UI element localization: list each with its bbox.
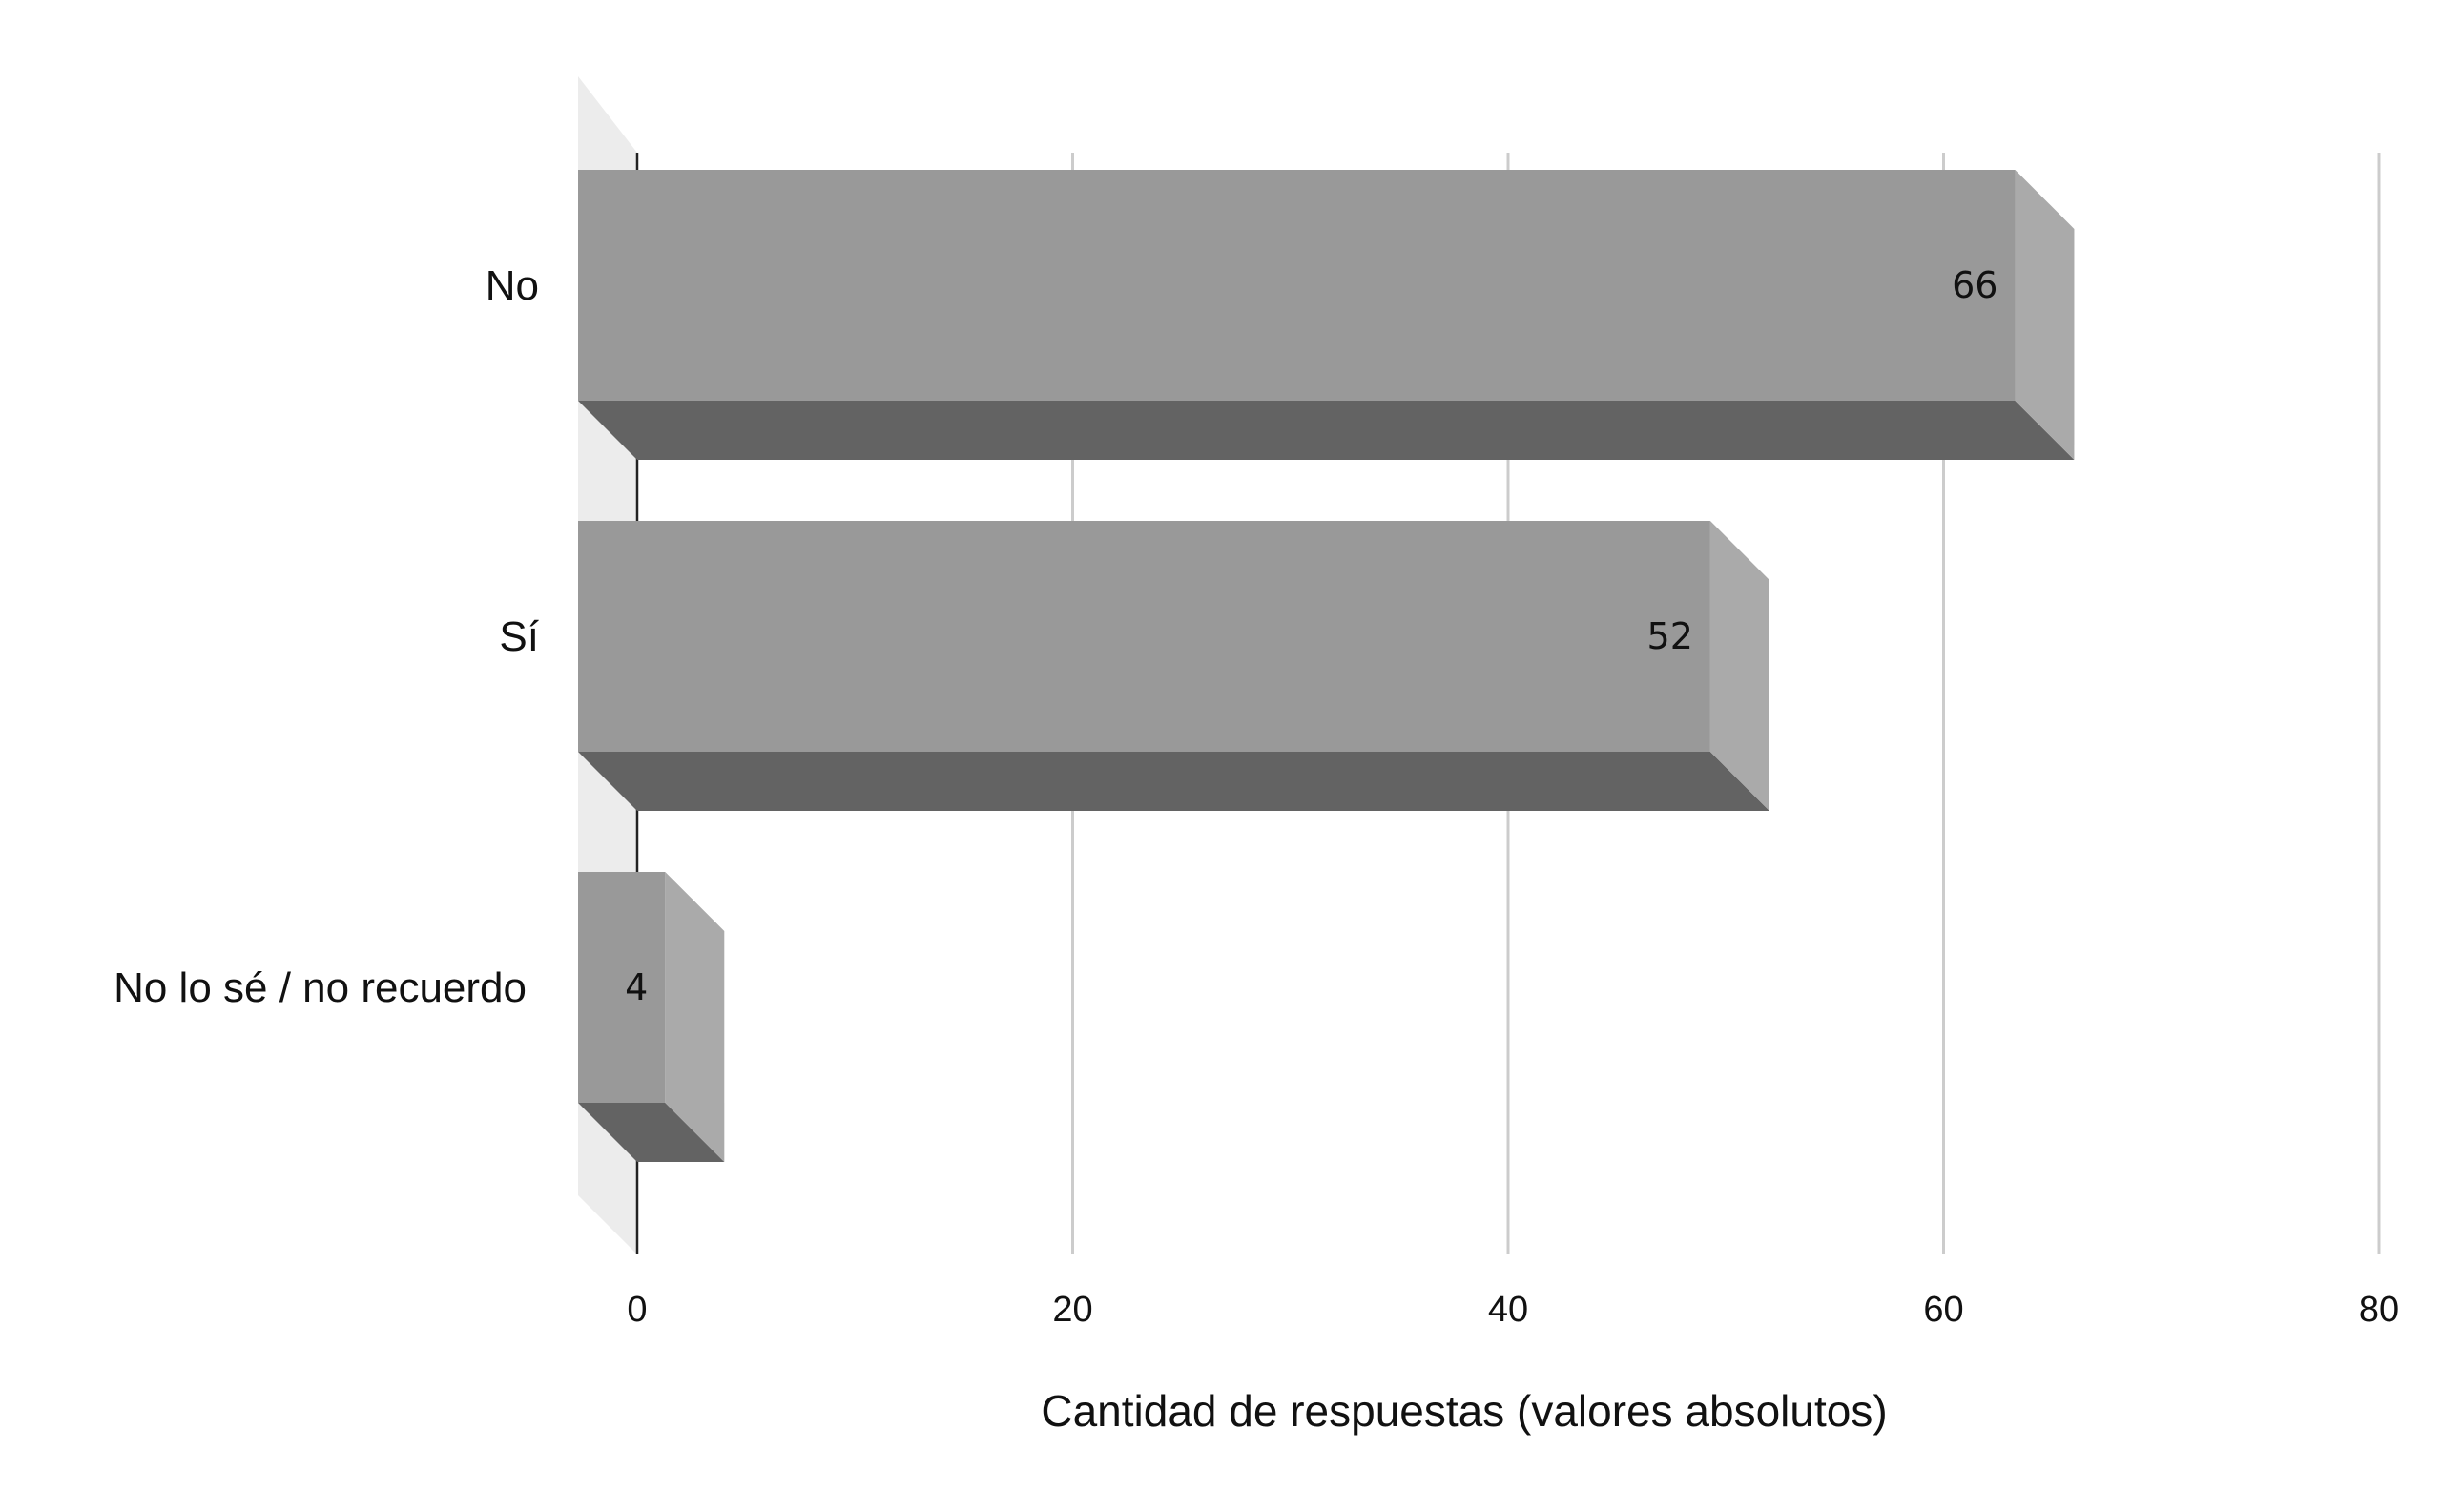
bar-front-face [578,170,2016,401]
data-label: 4 [625,966,648,1008]
data-label: 52 [1647,615,1693,657]
bar [578,872,725,1162]
bar-side-face [1709,521,1769,811]
x-tick-label: 20 [1052,1290,1092,1330]
bar [578,521,1769,811]
category-label: Sí [499,613,539,660]
x-tick-label: 0 [627,1290,647,1330]
category-label: No lo sé / no recuerdo [114,964,527,1011]
data-label: 66 [1952,264,1997,306]
label-layer: 66 No 52 Sí 4 No lo sé / no recuerdo 0 20 40 60 80 [114,262,2399,1330]
bar-layer [578,170,2075,1162]
category-label: No [486,262,539,309]
bar-front-face [578,872,666,1103]
bar-side-face [665,872,725,1162]
x-tick-label: 40 [1488,1290,1528,1330]
bar-bottom-face [578,1103,725,1162]
bar-bottom-face [578,752,1769,811]
x-tick-label: 60 [1923,1290,1963,1330]
bar [578,170,2075,460]
x-axis-title: Cantidad de respuestas (valores absoluto… [1041,1386,1887,1436]
bar-front-face [578,521,1710,752]
bar-side-face [2015,170,2075,460]
x-tick-label: 80 [2359,1290,2399,1330]
bar-bottom-face [578,401,2075,460]
